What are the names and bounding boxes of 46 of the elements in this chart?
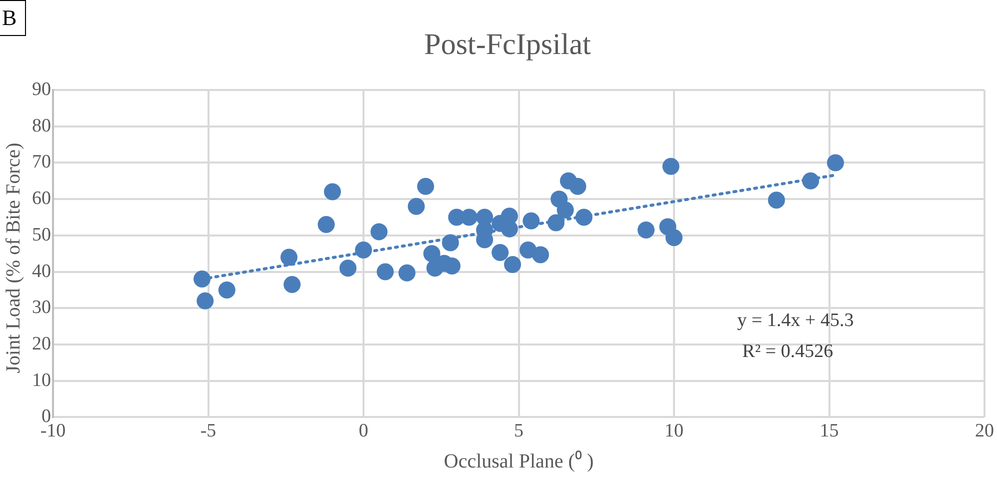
y-tick-label: 10 — [32, 370, 51, 391]
point — [324, 183, 341, 200]
text: B — [0, 0, 26, 36]
point — [662, 158, 680, 175]
point — [638, 221, 655, 238]
point — [768, 192, 785, 209]
point — [284, 276, 301, 293]
point — [339, 260, 356, 277]
y-tick-label: 40 — [32, 260, 51, 282]
point — [398, 264, 416, 282]
x-tick-label: 20 — [975, 420, 994, 442]
point — [408, 198, 425, 215]
y-tick-label: 90 — [32, 78, 51, 100]
point — [370, 223, 388, 240]
point — [556, 201, 574, 218]
point — [826, 154, 844, 172]
point — [460, 208, 478, 226]
annotation: y = 1.4x + 45.3 — [737, 310, 854, 331]
point — [492, 244, 509, 262]
x-tick-label: 10 — [664, 420, 684, 442]
y-tick-label: 50 — [32, 224, 51, 246]
y-axis-title: Joint Load (% of Bite Force) — [2, 142, 26, 374]
annotation: R² = 0.4526 — [742, 341, 834, 362]
point — [417, 178, 434, 195]
point — [218, 281, 236, 298]
point — [194, 270, 211, 288]
y-tick-label: 60 — [32, 188, 51, 210]
point — [196, 292, 214, 310]
y-tick-label: 30 — [32, 297, 51, 318]
point — [532, 246, 549, 264]
point — [280, 248, 298, 266]
y-tick-label: 70 — [32, 152, 51, 173]
point — [423, 245, 440, 262]
point — [504, 256, 522, 274]
point — [318, 216, 335, 234]
y-tick-label: 20 — [32, 333, 51, 354]
chart-title: Post-FcIpsilat — [424, 28, 592, 61]
x-axis-title: Occlusal Plane (⁰ ) — [444, 449, 594, 472]
point — [666, 229, 682, 246]
point — [376, 263, 394, 280]
point — [569, 178, 586, 195]
x-tick-label: 0 — [358, 420, 368, 442]
x-tick-label: 5 — [514, 420, 524, 442]
y-tick-label: 80 — [32, 115, 51, 136]
x-tick-label: -5 — [200, 420, 216, 442]
x-tick-label: 15 — [820, 420, 839, 442]
